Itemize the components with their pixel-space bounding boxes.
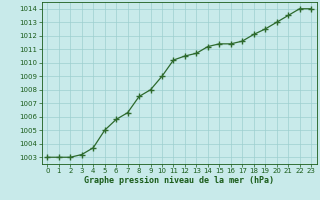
X-axis label: Graphe pression niveau de la mer (hPa): Graphe pression niveau de la mer (hPa) (84, 176, 274, 185)
